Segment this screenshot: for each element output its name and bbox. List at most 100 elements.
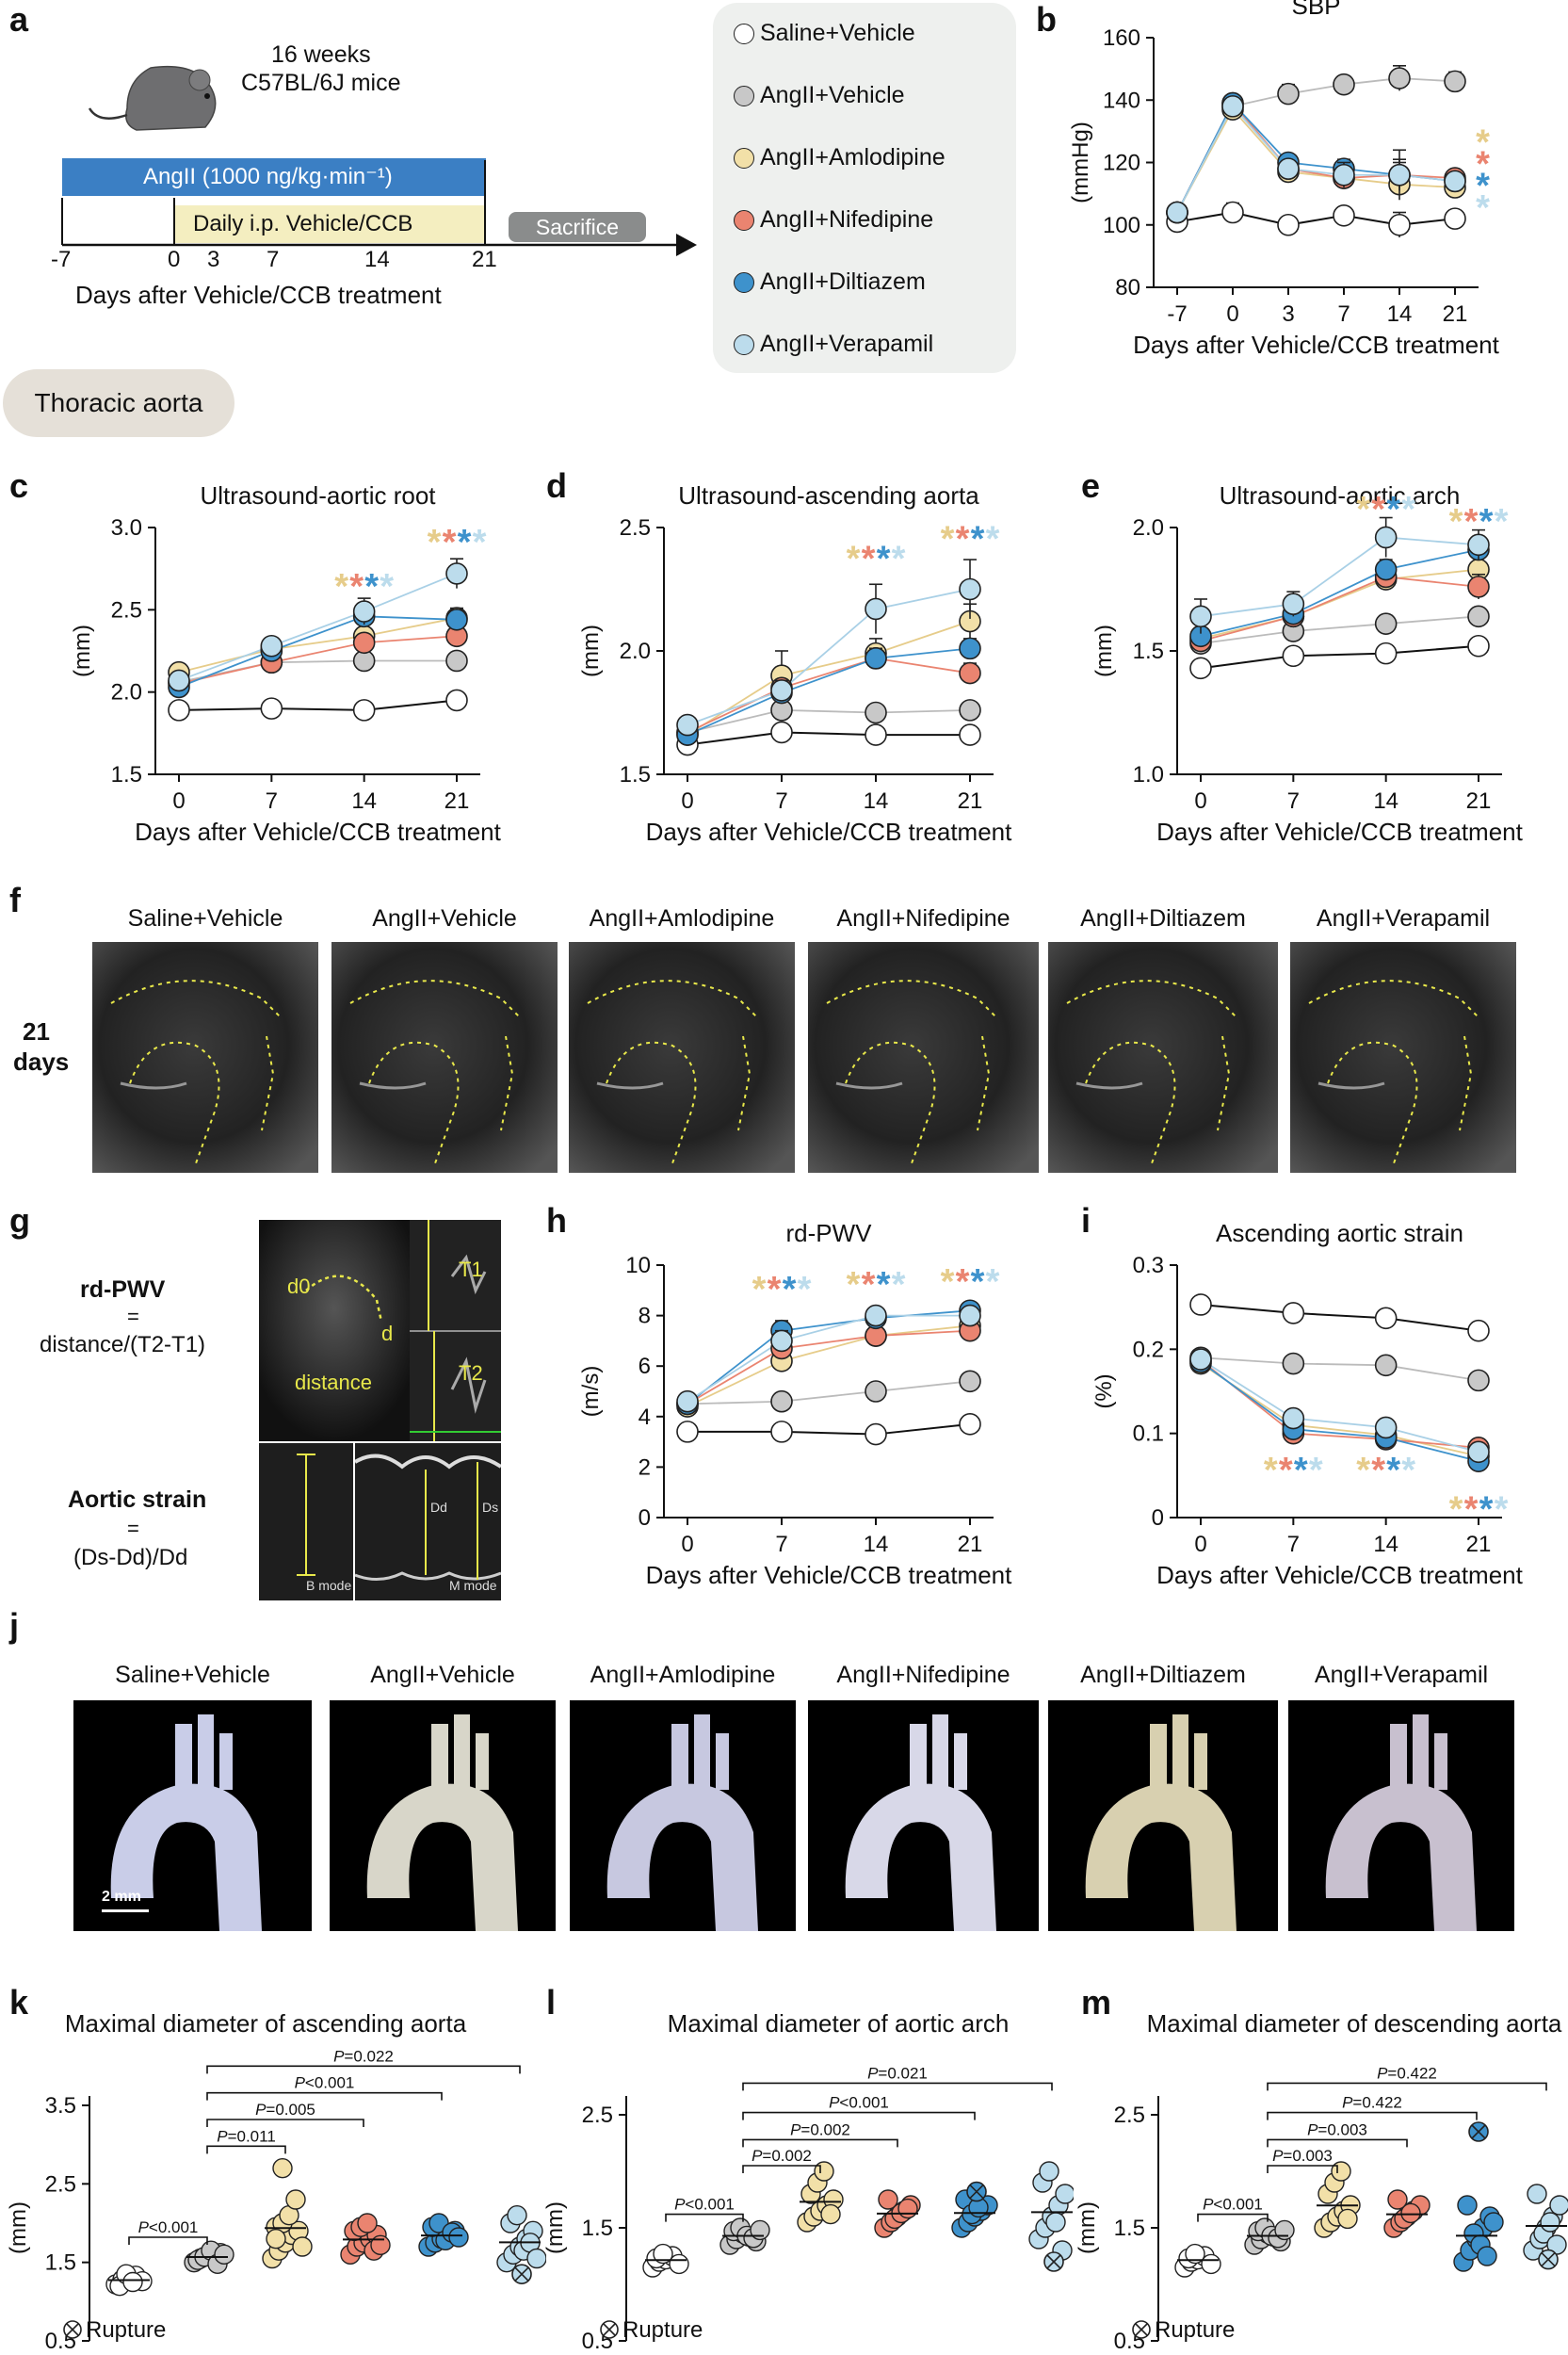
p-letter: P [295, 2074, 306, 2092]
legend-item: AngII+Verapamil [734, 331, 933, 358]
y-tick-label: 1.5 [111, 762, 142, 788]
x-tick-label: 14 [1387, 301, 1413, 327]
bmode-label: B mode [306, 1578, 352, 1593]
significance-bracket [665, 2213, 744, 2222]
data-point [1374, 612, 1398, 635]
y-tick-label: 0 [639, 1505, 651, 1531]
timepoint-label: days [13, 1048, 70, 1076]
legend-label: AngII+Vehicle [760, 82, 905, 108]
data-point [1444, 70, 1466, 93]
data-point [770, 1421, 793, 1443]
p-text: =0.021 [878, 2064, 927, 2082]
p-text: <0.001 [839, 2094, 888, 2112]
significance-star: * [1401, 490, 1415, 529]
data-point [1331, 2161, 1351, 2182]
rupture-legend-label: Rupture [622, 2317, 703, 2343]
data-point [1388, 163, 1411, 187]
panel-label-m: m [1081, 1983, 1112, 2022]
p-letter: P [867, 2064, 879, 2082]
aorta-shape [1085, 1714, 1237, 1931]
data-point [1467, 1440, 1490, 1464]
x-tick-label: 0 [1226, 301, 1238, 327]
data-point [1333, 163, 1355, 187]
panel-label-f: f [9, 881, 21, 919]
data-point [1477, 2246, 1497, 2266]
pwv-equals: = [127, 1305, 139, 1328]
significance-bracket [1267, 2111, 1478, 2120]
mmode-overlay [355, 1454, 501, 1581]
y-tick-label: 2.5 [1114, 2103, 1145, 2128]
data-point [1467, 1319, 1490, 1342]
significance-star: * [956, 1262, 970, 1302]
aortic-root-chart: Ultrasound-aortic root 1.5 2.0 2.5 3.0 0 7 14 21… [70, 481, 502, 846]
data-point [770, 1329, 793, 1353]
y-tick-label: 2.5 [111, 597, 142, 623]
chart-title: Maximal diameter of ascending aorta [65, 2009, 467, 2038]
ultrasound-caption: AngII+Nifedipine [836, 905, 1010, 932]
scale-bar [102, 1909, 149, 1912]
series-line [1200, 576, 1479, 642]
photo-caption: AngII+Verapamil [1314, 1662, 1489, 1688]
p-value: P=0.003 [1272, 2147, 1333, 2165]
photo-caption: AngII+Diltiazem [1080, 1662, 1246, 1688]
ultrasound-image [569, 942, 795, 1173]
data-point [865, 701, 887, 724]
y-tick-label: 4 [639, 1405, 651, 1430]
legend-swatch [734, 333, 754, 355]
significance-bracket [206, 2119, 364, 2127]
data-point [676, 1389, 699, 1413]
ultrasound-caption: Saline+Vehicle [127, 905, 283, 932]
ultrasound-overlay [569, 942, 795, 1173]
timepoint-label: 21 [23, 1017, 50, 1046]
rupture-legend-label: Rupture [86, 2317, 166, 2343]
aorta-shape [1325, 1714, 1477, 1931]
aorta-shape [845, 1714, 996, 1931]
y-tick-label: 80 [1115, 275, 1140, 300]
significance-bracket [206, 2091, 443, 2101]
significance-star: * [798, 1270, 812, 1309]
data-point [1444, 170, 1466, 193]
ds-label: Ds [482, 1500, 499, 1515]
data-point [1444, 207, 1466, 230]
x-tick-label: 21 [958, 788, 983, 814]
legend-label: AngII+Nifedipine [760, 206, 934, 233]
strain-formula-title: Aortic strain [68, 1486, 207, 1513]
p-letter: P [829, 2094, 840, 2112]
x-tick-label: 0 [681, 1532, 693, 1557]
y-tick-label: 120 [1103, 151, 1140, 176]
series-line [178, 699, 458, 711]
data-point [959, 699, 981, 722]
y-tick-label: 0 [1152, 1505, 1164, 1531]
bmode-image: B mode [259, 1443, 353, 1600]
significance-star: * [986, 519, 1000, 559]
legend-swatch [734, 147, 754, 169]
data-point [526, 2248, 546, 2269]
p-value: P=0.422 [1377, 2064, 1437, 2082]
timeline-tick: 3 [207, 247, 220, 272]
data-point [653, 2243, 673, 2265]
y-tick-label: 1.5 [620, 762, 651, 788]
y-axis-label: (mm) [1075, 2201, 1100, 2254]
pwv-chart: rd-PWV 0 2 4 6 8 10 0 7 14 21 (m/s) Days after Vehic… [578, 1219, 1012, 1589]
data-point [352, 600, 376, 623]
p-text: <0.001 [685, 2196, 734, 2214]
data-point [1045, 2212, 1066, 2233]
aorta-photo [570, 1700, 796, 1931]
data-point [865, 1422, 887, 1446]
aorta-photo [1288, 1700, 1514, 1931]
data-point [1185, 2243, 1205, 2265]
data-point [122, 2271, 143, 2293]
data-point [1374, 1307, 1398, 1330]
x-tick-label: 7 [1287, 788, 1300, 814]
timeline-tick: 7 [267, 247, 280, 272]
significance-star: * [1464, 502, 1479, 542]
significance-star: * [1264, 1451, 1278, 1490]
series-line [1176, 102, 1456, 213]
data-point [1166, 201, 1188, 224]
ultrasound-image [92, 942, 318, 1173]
pwv-formula: distance/(T2-T1) [40, 1332, 206, 1357]
data-point [1274, 2219, 1295, 2241]
data-point [357, 2213, 378, 2233]
series-line [1200, 568, 1479, 640]
data-point [1282, 1352, 1305, 1375]
